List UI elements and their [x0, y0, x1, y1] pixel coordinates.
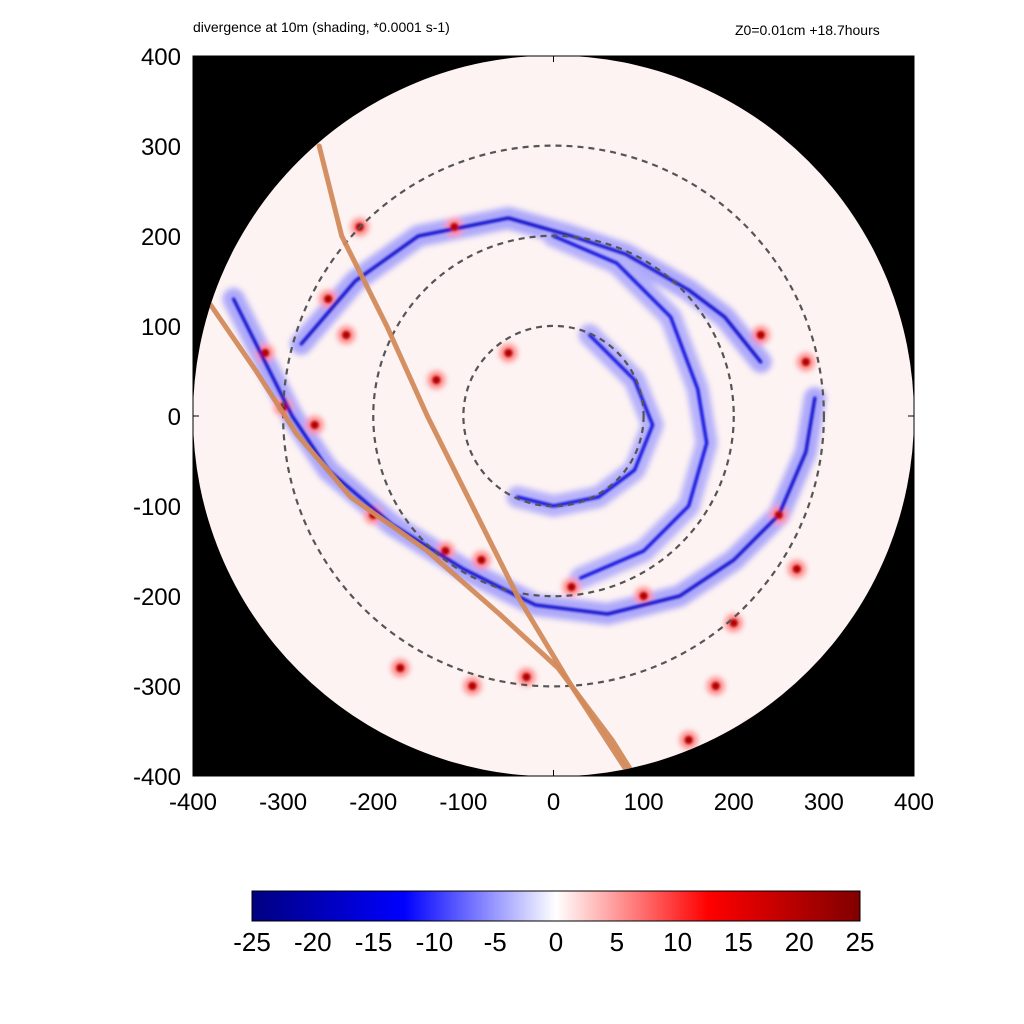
x-tick-label: -300	[259, 789, 307, 816]
colorbar-labels: -25 -20 -15 -10 -5 0 5 10 15 20 25	[233, 927, 874, 957]
x-tick-label: 300	[804, 789, 844, 816]
y-tick-label: 0	[168, 404, 181, 431]
colorbar-tick-label: 10	[663, 927, 692, 957]
colorbar-tick-label: 20	[785, 927, 814, 957]
colorbar-tick-label: -15	[355, 927, 393, 957]
x-tick-label: 200	[714, 789, 754, 816]
x-tick-label: 0	[547, 789, 560, 816]
convergence-band	[299, 216, 763, 364]
x-tick-label: 100	[624, 789, 664, 816]
colorbar-tick-label: 25	[846, 927, 875, 957]
x-tick-label: -400	[169, 789, 217, 816]
colorbar-tick-label: 0	[549, 927, 563, 957]
chart-title: divergence at 10m (shading, *0.0001 s-1)	[193, 19, 450, 35]
colorbar-tick-label: -25	[233, 927, 271, 957]
y-tick-label: 100	[141, 314, 181, 341]
y-tick-label: 400	[141, 44, 181, 71]
divergence-cell	[522, 673, 531, 681]
divergence-cell	[468, 682, 477, 690]
divergence-cell	[450, 223, 459, 231]
field-detail	[232, 216, 817, 744]
divergence-cell	[441, 547, 450, 555]
colorbar-tick-label: -10	[416, 927, 454, 957]
y-tick-label: -200	[133, 584, 181, 611]
x-tick-label: -100	[439, 789, 487, 816]
chart-subtitle: Z0=0.01cm +18.7hours	[735, 22, 880, 38]
divergence-cell	[261, 349, 270, 357]
divergence-cell	[477, 556, 486, 564]
divergence-cell	[711, 682, 720, 690]
divergence-cell	[324, 295, 333, 303]
range-ring	[372, 234, 735, 598]
divergence-cell	[801, 358, 810, 366]
x-tick-label: -200	[349, 789, 397, 816]
colorbar-tick-label: -20	[294, 927, 332, 957]
colorbar-tick-label: 5	[610, 927, 624, 957]
y-tick-label: -300	[133, 674, 181, 701]
colorbar	[251, 890, 861, 922]
divergence-cell	[310, 421, 319, 429]
convergence-band	[515, 333, 655, 508]
y-tick-label: -100	[133, 494, 181, 521]
divergence-cell	[729, 619, 738, 627]
divergence-cell	[396, 664, 405, 672]
colorbar-tick-label: 15	[724, 927, 753, 957]
x-tick-label: 400	[894, 789, 934, 816]
convergence-band	[552, 234, 709, 580]
domain-disk	[193, 55, 914, 777]
track-lines	[204, 143, 638, 777]
axes: -400 -300 -200 -100 0 100 200 300 400 -400 -300 -20…	[133, 44, 934, 816]
divergence-cell	[756, 331, 765, 339]
divergence-cell	[774, 511, 783, 519]
divergence-cell	[792, 565, 801, 573]
y-tick-label: -400	[133, 764, 181, 791]
divergence-cell	[342, 331, 351, 339]
divergence-cell	[684, 736, 693, 744]
range-ring	[462, 324, 645, 508]
y-tick-label: 200	[141, 224, 181, 251]
divergence-cell	[567, 583, 576, 591]
y-tick-label: 300	[141, 134, 181, 161]
track-line	[204, 296, 638, 777]
divergence-cell	[639, 592, 648, 600]
divergence-cell	[432, 376, 441, 384]
divergence-cell	[504, 349, 513, 357]
colorbar-tick-label: -5	[484, 927, 507, 957]
